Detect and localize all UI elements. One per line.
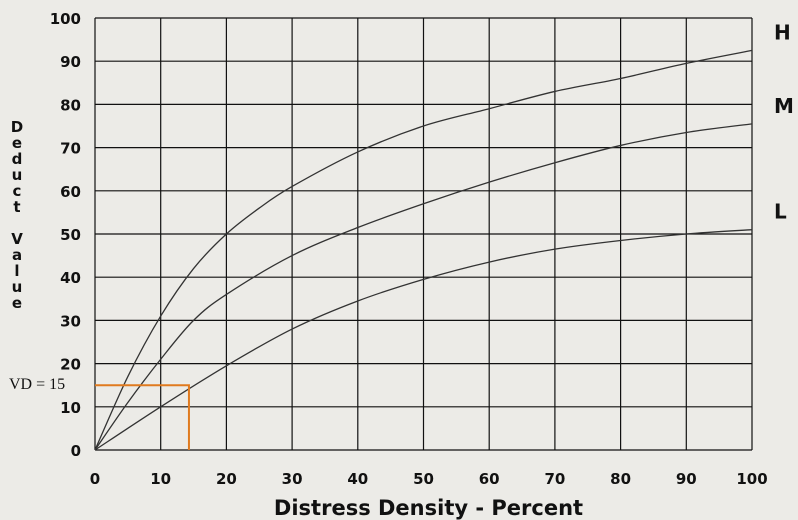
grid	[94, 17, 753, 451]
series-line-M	[94, 123, 753, 451]
series-label-H: H	[774, 20, 791, 44]
x-tick-label-90: 90	[676, 470, 697, 488]
y-tick-label-70: 70	[60, 140, 81, 158]
x-tick-label-50: 50	[413, 470, 434, 488]
x-tick-label-100: 100	[736, 470, 767, 488]
y-tick-label-60: 60	[60, 183, 81, 201]
tick-labels: 0 10 20 30 40 50 60 70 80 90 100 0 10 20 30 40 50 60 70 80 9…	[50, 10, 768, 488]
annotation-marker	[95, 384, 190, 450]
y-tick-label-80: 80	[60, 96, 81, 114]
x-tick-label-10: 10	[150, 470, 171, 488]
x-tick-label-80: 80	[610, 470, 631, 488]
y-tick-label-20: 20	[60, 356, 81, 374]
y-tick-label-50: 50	[60, 226, 81, 244]
annotation: VD = 15	[9, 376, 190, 450]
x-axis-label: Distress Density - Percent	[274, 496, 583, 520]
annotation-label: VD = 15	[9, 376, 65, 393]
series-label-M: M	[774, 94, 794, 118]
x-tick-label-20: 20	[216, 470, 237, 488]
x-tick-label-30: 30	[282, 470, 303, 488]
x-tick-label-70: 70	[544, 470, 565, 488]
x-tick-label-0: 0	[90, 470, 100, 488]
y-tick-label-90: 90	[60, 53, 81, 71]
x-tick-label-40: 40	[347, 470, 368, 488]
x-tick-label-60: 60	[479, 470, 500, 488]
y-tick-label-30: 30	[60, 312, 81, 330]
curves	[94, 49, 753, 451]
series-line-H	[94, 49, 753, 451]
series-label-L: L	[774, 200, 787, 224]
series-line-L	[94, 229, 753, 451]
y-tick-label-10: 10	[60, 399, 81, 417]
y-tick-label-0: 0	[71, 442, 81, 460]
y-tick-label-40: 40	[60, 269, 81, 287]
y-tick-label-100: 100	[50, 10, 81, 28]
